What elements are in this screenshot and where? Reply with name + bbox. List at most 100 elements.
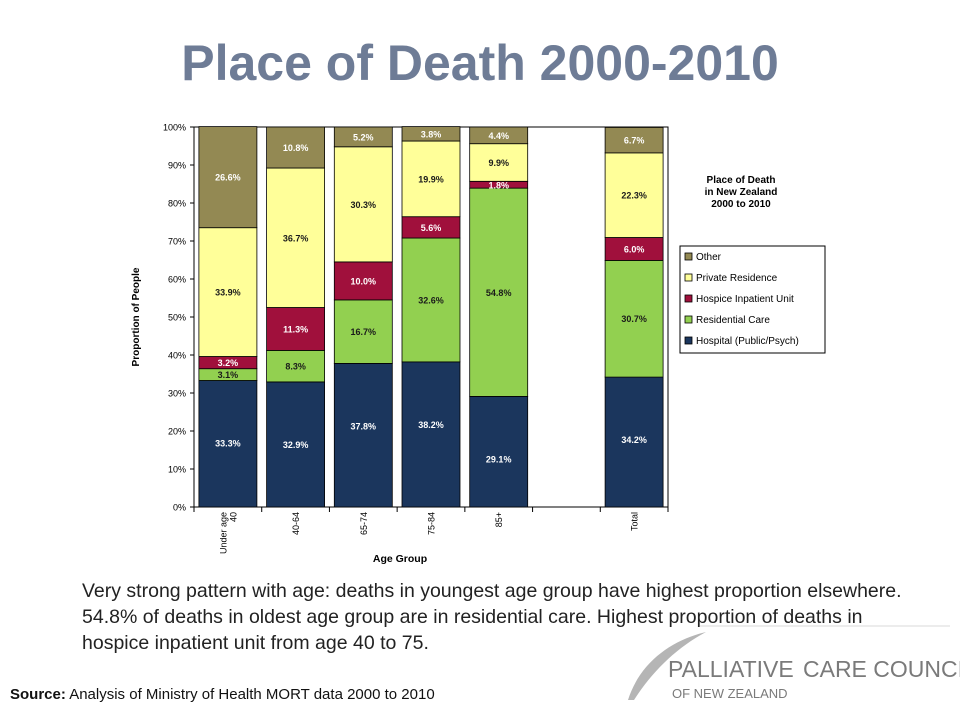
legend-swatch	[684, 273, 693, 282]
x-tick-label-line: Total	[630, 512, 640, 531]
bar-segment	[469, 187, 529, 397]
logo-word-palliative: PALLIATIVE	[668, 656, 794, 682]
bar-segment	[469, 126, 529, 145]
x-tick-label: 85+	[494, 512, 504, 527]
data-label: 16.7%	[351, 327, 377, 337]
bar-segment	[266, 349, 326, 383]
data-label: 38.2%	[418, 420, 444, 430]
bar-segment	[401, 140, 461, 218]
data-label: 10.0%	[351, 276, 377, 286]
bar-segment	[198, 227, 258, 357]
data-label: 32.6%	[418, 295, 444, 305]
data-label: 10.8%	[283, 143, 309, 153]
data-label: 3.2%	[218, 358, 239, 368]
x-tick-label: 75-84	[427, 512, 437, 535]
y-tick-label: 40%	[168, 351, 186, 361]
data-label: 34.2%	[621, 435, 647, 445]
source-note: Source: Analysis of Ministry of Health M…	[10, 686, 435, 703]
legend-swatch	[684, 294, 693, 303]
bar-segment	[469, 143, 529, 182]
y-tick-label: 90%	[168, 161, 186, 171]
data-label: 37.8%	[351, 421, 377, 431]
data-label: 19.9%	[418, 174, 444, 184]
x-tick-label-line: 40	[228, 512, 238, 522]
y-tick-label: 80%	[168, 199, 186, 209]
data-label: 4.4%	[488, 131, 509, 141]
data-label: 30.3%	[351, 200, 377, 210]
data-label: 22.3%	[621, 191, 647, 201]
logo-subtitle: OF NEW ZEALAND	[672, 686, 788, 701]
bars-layer: 33.3% 3.1% 3.2% 33.9% 26.6% 32.9% 8.3% 11.3% 36.…	[198, 126, 664, 508]
bar-segment	[333, 126, 393, 148]
y-tick-label: 0%	[173, 503, 186, 513]
bar-segment	[401, 126, 461, 142]
y-tick-label: 20%	[168, 427, 186, 437]
logo: PALLIATIVE CARE COUNCIL OF NEW ZEALAND	[628, 625, 960, 701]
legend-entry: Hospital (Public/Psych)	[696, 336, 799, 347]
bar-segment	[469, 395, 529, 508]
x-tick-label: Under age 40	[218, 512, 238, 554]
bar-segment	[266, 126, 326, 169]
slide-title: Place of Death 2000-2010	[181, 35, 779, 91]
source-label: Source:	[10, 686, 66, 703]
chart-title-line: in New Zealand	[705, 187, 778, 198]
data-label: 6.0%	[624, 245, 645, 255]
data-label: 5.6%	[421, 223, 442, 233]
description-text: Very strong pattern with age: deaths in …	[82, 580, 902, 654]
legend-entry: Hospice Inpatient Unit	[696, 294, 794, 305]
x-axis-label: Age Group	[373, 553, 427, 565]
y-tick-label: 70%	[168, 237, 186, 247]
x-tick-label-line: 65-74	[359, 512, 369, 535]
data-label: 8.3%	[285, 362, 306, 372]
data-label: 11.3%	[283, 325, 308, 335]
data-label: 33.3%	[215, 439, 241, 449]
bar-segment	[198, 126, 258, 229]
chart-title-line: 2000 to 2010	[711, 199, 771, 210]
data-label: 3.1%	[218, 370, 239, 380]
legend-swatch	[684, 252, 693, 261]
data-label: 9.9%	[488, 158, 509, 168]
legend-swatch	[684, 315, 693, 324]
bar-segment	[333, 261, 393, 301]
y-axis-label: Proportion of People	[131, 267, 142, 366]
legend-entry: Private Residence	[696, 273, 778, 284]
bar-segment	[604, 259, 664, 378]
axis-layer: 0% 10% 20% 30% 40% 50% 60% 70% 80% 90% 100% Under a…	[163, 123, 669, 554]
legend-swatch	[684, 336, 693, 345]
chart-title-line: Place of Death	[707, 175, 776, 186]
data-label: 5.2%	[353, 132, 374, 142]
x-tick-label: 65-74	[359, 512, 369, 535]
data-label: 33.9%	[215, 288, 241, 298]
bar-segment	[266, 167, 326, 308]
x-tick-label-line: Under age	[218, 512, 228, 554]
data-label: 32.9%	[283, 440, 309, 450]
x-tick-label-line: 40-64	[291, 512, 301, 535]
y-tick-label: 60%	[168, 275, 186, 285]
x-tick-label: 40-64	[291, 512, 301, 535]
logo-swoosh-icon	[628, 632, 706, 700]
x-tick-label-line: 75-84	[427, 512, 437, 535]
data-label: 54.8%	[486, 288, 512, 298]
y-tick-label: 100%	[163, 123, 186, 133]
bar-segment	[333, 299, 393, 364]
logo-word-care-council: CARE COUNCIL	[803, 656, 960, 682]
data-label: 29.1%	[486, 454, 512, 464]
legend-entry: Other	[696, 252, 722, 263]
data-label: 1.8%	[488, 180, 509, 190]
bar-segment	[604, 152, 664, 238]
data-label: 30.7%	[621, 314, 647, 324]
x-tick-label: Total	[630, 512, 640, 531]
legend-box	[679, 245, 826, 354]
legend: Other Private Residence Hospice Inpatient …	[679, 245, 826, 354]
x-tick-label-line: 85+	[494, 512, 504, 527]
data-label: 3.8%	[421, 129, 442, 139]
source-text: Analysis of Ministry of Health MORT data…	[65, 686, 435, 703]
y-tick-label: 30%	[168, 389, 186, 399]
y-tick-label: 50%	[168, 313, 186, 323]
bar-segment	[333, 362, 393, 508]
legend-entry: Residential Care	[696, 315, 770, 326]
data-label: 6.7%	[624, 136, 645, 146]
data-label: 36.7%	[283, 233, 309, 243]
